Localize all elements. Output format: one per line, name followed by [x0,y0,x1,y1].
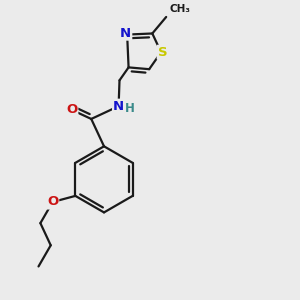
Text: N: N [113,100,124,113]
Text: H: H [124,102,134,115]
Text: O: O [66,103,77,116]
Text: O: O [47,196,58,208]
Text: S: S [158,46,167,59]
Text: N: N [120,27,131,40]
Text: CH₃: CH₃ [169,4,190,14]
